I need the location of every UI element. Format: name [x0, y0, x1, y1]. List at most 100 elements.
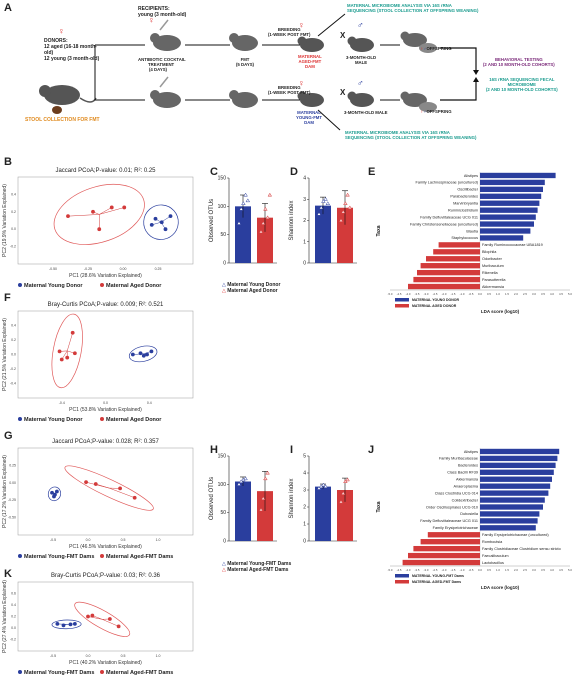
x-tick-label: 5.0 — [568, 568, 572, 572]
lda-bar — [480, 497, 545, 503]
aged-dam-line-3: DAM — [305, 64, 315, 69]
confidence-ellipse — [47, 486, 62, 502]
data-point — [163, 227, 168, 232]
data-point — [149, 349, 154, 354]
legend-label-young: MATERNAL YOUNG-FMT Dams — [412, 574, 464, 578]
data-point — [238, 206, 244, 211]
offspring-top-label: ♀♂OFFSPRING — [420, 46, 452, 51]
y-tick-label: 2 — [303, 218, 306, 224]
fmt-mouse-top-icon — [229, 33, 258, 51]
data-point — [107, 617, 112, 621]
x-axis-label: PC1 (46.5% Variation Explained) — [69, 544, 142, 550]
x-tick-label: 2.5 — [523, 292, 527, 296]
offspring-top-text: OFFSPRING — [426, 46, 452, 51]
plot-area — [17, 310, 194, 399]
x-tick-label: 0.0 — [86, 654, 91, 658]
donor-mouse-icon — [39, 85, 97, 105]
lda-bar — [480, 221, 534, 227]
data-point — [72, 351, 77, 356]
x-tick-label: -0.25 — [84, 267, 92, 271]
data-point — [258, 229, 264, 234]
data-point — [116, 624, 121, 629]
chart-title: Bray-Curtis PCoA;P-value: 0.009; R²: 0.5… — [48, 302, 164, 308]
breeding-top-text: BREEDING (1-WEEK POST FMT) — [268, 27, 311, 37]
data-point — [55, 621, 60, 626]
legend-label-young: Maternal Young-FMT Dams — [24, 554, 94, 560]
data-point — [340, 209, 346, 214]
legend-label-aged: Maternal Aged-FMT Dams — [106, 554, 173, 560]
y-axis-label: Shannon index — [289, 478, 295, 518]
legend-marker-aged — [100, 670, 104, 674]
data-point — [316, 211, 322, 216]
confidence-ellipse — [128, 345, 158, 363]
x-tick-label: -2.5 — [433, 568, 438, 572]
y-tick-label: 1 — [303, 239, 306, 245]
fmt-text: FMT (5 DAYS) — [236, 57, 254, 67]
panel-label-i: I — [290, 444, 294, 456]
data-point — [236, 482, 242, 486]
antibiotic-line-3: (4 DAYS) — [149, 67, 167, 72]
x-tick-label: 2.0 — [514, 292, 518, 296]
x-tick-label: -4.5 — [397, 292, 402, 296]
donors-title: DONORS: — [44, 38, 68, 44]
data-point — [345, 192, 350, 197]
y-tick-label: 4 — [303, 176, 306, 182]
legend-marker-young — [18, 283, 22, 287]
legend-label-aged: Maternal Aged-FMT Dams — [106, 670, 173, 676]
data-point — [84, 480, 88, 485]
panel-label-a: A — [4, 2, 12, 14]
data-point — [159, 220, 164, 225]
bar — [315, 205, 331, 263]
recipients-title: RECIPIENTS: — [138, 6, 170, 12]
lda-bar — [480, 504, 543, 510]
lda-bar — [480, 462, 556, 469]
legend-marker-aged — [100, 417, 104, 421]
data-point — [318, 205, 324, 210]
y-tick-label: 0.0 — [11, 227, 16, 231]
taxon-label: Oscillibacter — [457, 188, 478, 192]
bottom-analysis-line-2: SEQUENCING (STOOL COLLECTION AT OFFSPRIN… — [345, 135, 477, 140]
lda-bar — [480, 200, 540, 206]
y-tick-label: -0.4 — [10, 382, 16, 386]
aged-dam-mouse-icon — [297, 36, 324, 52]
lda-bar — [480, 228, 531, 234]
data-point — [52, 494, 56, 499]
x-tick-label: 2.0 — [514, 568, 518, 572]
taxon-label: Parasutterella — [482, 278, 506, 282]
data-point — [260, 496, 266, 500]
lda-bar — [408, 552, 480, 559]
taxon-label: Colidextribacter — [452, 498, 479, 502]
y-axis-label: Shannon index — [289, 200, 295, 240]
y-tick-label: 100 — [218, 204, 227, 210]
taxon-label: Lactobacillus — [482, 561, 504, 565]
taxon-label: Blautia — [466, 229, 478, 233]
legend-swatch-aged — [395, 580, 409, 584]
lda-bar — [433, 249, 480, 255]
data-point — [236, 221, 242, 225]
taxon-label: Alistipes — [464, 450, 478, 454]
data-point — [267, 192, 273, 197]
x-tick-label: 4.0 — [550, 568, 554, 572]
data-point — [241, 201, 246, 205]
donors-line-2: 12 young (3 month-old) — [44, 56, 100, 62]
x-tick-label: -1.5 — [451, 568, 456, 572]
y-tick-label: 0.4 — [11, 324, 16, 328]
bar-chart-i: 0 1 2 3 4 5 Shannon index — [289, 454, 357, 545]
donor-bar-legend-aged: △ Maternal Aged Donor — [222, 288, 278, 294]
data-point — [141, 353, 146, 358]
data-point — [168, 214, 173, 219]
panel-label-j: J — [368, 444, 375, 456]
confidence-ellipse — [74, 601, 131, 637]
dam-bar-legend-aged: △ Maternal Aged-FMT Dams — [222, 567, 289, 573]
lda-bar — [480, 448, 560, 455]
behavioral-line-2: (2 AND 10 MONTH-OLD COHORTS) — [483, 62, 555, 67]
x-tick-label: -1.5 — [451, 292, 456, 296]
antibiotic-text: ANTIBIOTIC COCKTAIL TREATMENT (4 DAYS) — [138, 57, 198, 72]
top-analysis-line-1: MATERNAL MICROBIOME ANALYSIS VIA 16S rRN… — [347, 3, 452, 8]
y-axis-label: PC2 (19.9% Variation Explained) — [2, 184, 8, 257]
female-symbol-recipients: ♀ — [148, 15, 155, 25]
x-tick-label: -0.5 — [469, 568, 474, 572]
y-tick-label: 0.4 — [11, 603, 16, 607]
centroid-spoke — [67, 214, 100, 217]
breeding-bottom-line-1: BREEDING — [277, 85, 301, 90]
